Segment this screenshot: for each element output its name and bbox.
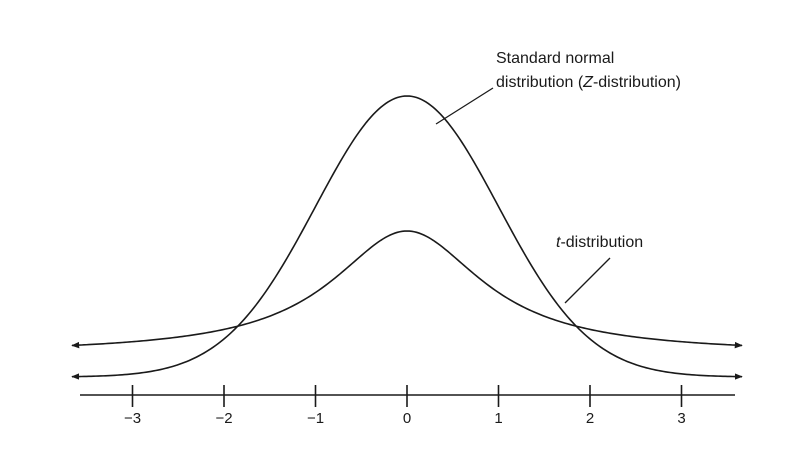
t-distribution-leader-line bbox=[564, 257, 611, 304]
x-axis-ticks: −3 −2 −1 0 1 2 3 bbox=[124, 385, 686, 427]
standard-normal-label-line2: distribution (Z-distribution) bbox=[496, 74, 681, 91]
x-tick-label-3: 0 bbox=[403, 410, 411, 427]
standard-normal-leader-line bbox=[435, 87, 494, 125]
x-tick-label-1: −2 bbox=[215, 410, 232, 427]
x-tick-label-5: 2 bbox=[586, 410, 594, 427]
x-tick-label-0: −3 bbox=[124, 410, 141, 427]
standard-normal-label-line1: Standard normal bbox=[496, 50, 614, 67]
x-tick-label-6: 3 bbox=[677, 410, 685, 427]
standard-normal-curve bbox=[71, 95, 743, 380]
t-distribution-label: t-distribution bbox=[556, 234, 643, 251]
x-tick-label-2: −1 bbox=[307, 410, 324, 427]
t-distribution-curve bbox=[71, 230, 743, 349]
x-tick-label-4: 1 bbox=[494, 410, 502, 427]
